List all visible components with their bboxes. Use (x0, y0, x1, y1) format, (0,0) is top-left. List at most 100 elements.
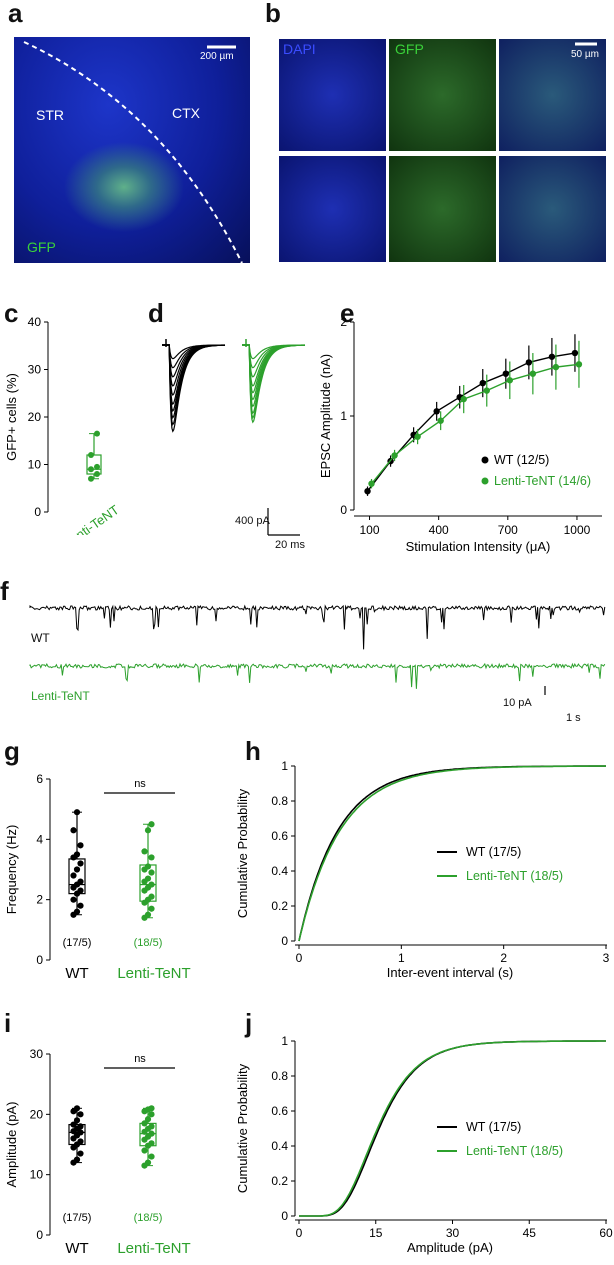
chart-i: 0 10 20 30 Amplitude (pA) (17/5) WT (18/5) Lenti… (4, 1047, 191, 1257)
i-category-label: Lenti-TeNT (117, 1240, 190, 1257)
e-series-line (366, 352, 576, 492)
c-point (88, 466, 94, 473)
trace-label-tent: Lenti-TeNT (31, 689, 90, 703)
e-data-point (571, 349, 579, 357)
i-n-label: (17/5) (63, 1212, 92, 1224)
panel-label-j: j (245, 1008, 253, 1038)
g-y-tick-label: 6 (36, 772, 43, 786)
g-point (73, 908, 81, 915)
e-x-tick-label: 100 (360, 523, 380, 537)
scale-label-d-y: 400 pA (235, 515, 270, 527)
c-point (94, 430, 100, 437)
d-epsc-trace (242, 344, 305, 424)
micro-merge-top: 50 µm (499, 39, 606, 151)
i-point (148, 1123, 155, 1130)
h-y-tick-label: 0 (281, 934, 288, 948)
c-point (88, 452, 94, 458)
c-y-axis-label: GFP+ cells (%) (4, 373, 19, 461)
e-data-point (460, 395, 467, 403)
h-x-tick-label: 1 (398, 951, 405, 965)
panel-label-i: i (4, 1008, 12, 1038)
j-y-tick-label: 0.2 (271, 1174, 288, 1188)
i-sig-label: ns (134, 1053, 146, 1065)
i-point (141, 1147, 148, 1154)
f-wt-trace (29, 604, 606, 650)
panel-label-a: a (8, 0, 23, 28)
h-y-axis-label: Cumulative Probability (235, 788, 250, 918)
brain-section-image: STR CTX GFP 200 µm (14, 37, 250, 263)
g-point (77, 902, 84, 909)
i-point (148, 1111, 155, 1118)
e-data-point (414, 433, 421, 440)
i-point (77, 1138, 84, 1145)
g-point (144, 863, 152, 870)
e-data-point (529, 370, 537, 377)
chart-f-traces (29, 604, 606, 695)
chart-g: 0 2 4 6 Frequency (Hz) (17/5) WT (18/5) Lenti-Te… (4, 772, 191, 982)
g-point (77, 887, 84, 894)
g-point (141, 848, 148, 855)
g-sig-label: ns (134, 778, 146, 790)
h-y-tick-label: 0.4 (271, 864, 288, 878)
chart-d (162, 339, 306, 536)
h-y-tick-label: 0.2 (271, 899, 288, 913)
panel-label-e: e (340, 298, 355, 328)
g-point (148, 854, 155, 861)
g-n-label: (17/5) (63, 937, 92, 949)
g-category-label: WT (65, 965, 88, 982)
e-data-point (391, 452, 398, 459)
g-n-label: (18/5) (134, 937, 163, 949)
j-x-tick-label: 30 (446, 1226, 460, 1240)
gfp-label-b: GFP (395, 41, 424, 57)
panel-label-c: c (4, 298, 19, 328)
j-cdf-line (299, 1040, 606, 1217)
i-category-label: WT (65, 1240, 88, 1257)
h-x-tick-label: 0 (296, 951, 303, 965)
chart-c: 0 10 20 30 40 GFP+ cells (%) Lenti-TeNT (4, 315, 122, 535)
e-x-axis-label: Stimulation Intensity (μA) (406, 539, 551, 554)
micro-dapi-bottom (279, 156, 386, 262)
scale-label-f-x: 1 s (566, 712, 581, 724)
e-legend-marker (481, 456, 489, 464)
i-y-tick-label: 0 (36, 1228, 43, 1242)
i-point (73, 1156, 81, 1163)
scale-bar-b (575, 42, 597, 46)
i-y-tick-label: 10 (30, 1168, 44, 1182)
e-data-point (506, 377, 514, 384)
g-point (70, 827, 77, 834)
i-point (148, 1140, 155, 1147)
e-series-line (370, 363, 580, 485)
c-y-tick-label: 30 (28, 363, 42, 377)
e-legend-label: WT (12/5) (494, 453, 549, 467)
g-point (73, 809, 81, 816)
h-legend-label: Lenti-TeNT (18/5) (466, 869, 563, 883)
e-x-tick-label: 1000 (564, 523, 591, 537)
i-point (77, 1111, 84, 1118)
h-x-axis-label: Inter-event interval (s) (387, 965, 513, 980)
chart-h: 0 0.2 0.4 0.6 0.8 1 Cumulative Probability 0 1 2 3… (235, 759, 610, 980)
micro-dapi-top: DAPI (279, 39, 386, 151)
e-y-tick-label: 1 (340, 409, 347, 423)
str-label: STR (36, 107, 64, 123)
c-point (94, 471, 100, 477)
d-epsc-trace (162, 344, 225, 433)
trace-label-wt: WT (31, 631, 50, 645)
h-legend-label: WT (17/5) (466, 845, 521, 859)
g-point (73, 866, 81, 873)
j-x-tick-label: 60 (599, 1226, 613, 1240)
c-y-tick-label: 40 (28, 315, 42, 329)
g-category-label: Lenti-TeNT (117, 965, 190, 982)
c-point (88, 475, 94, 482)
micro-gfp-top: GFP (389, 39, 496, 151)
scale-label-b: 50 µm (571, 49, 599, 60)
i-point (70, 1121, 77, 1128)
g-point (144, 827, 152, 834)
chart-e: 0 1 2 EPSC Amplitude (nA) 100 400 700 1000 Stimu… (318, 315, 602, 554)
g-point (144, 875, 152, 882)
g-point (70, 872, 77, 879)
e-data-point (548, 353, 556, 360)
h-y-tick-label: 1 (281, 759, 288, 773)
e-data-point (433, 408, 440, 415)
i-point (144, 1159, 152, 1166)
g-point (148, 821, 155, 828)
